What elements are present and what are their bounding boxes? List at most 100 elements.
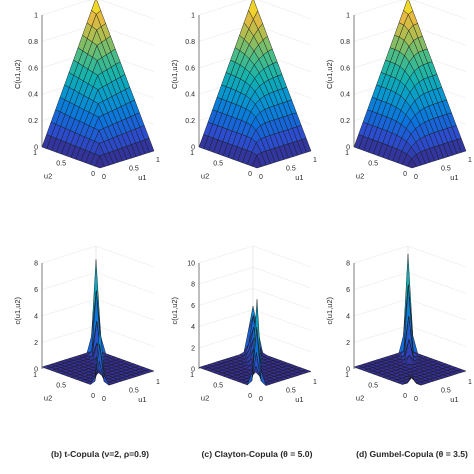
z-tick-label: 0.8 (28, 39, 38, 46)
z-gridline (198, 0, 312, 20)
z-tick-label: 0.8 (185, 39, 195, 46)
z-tick-label: 0.6 (28, 65, 38, 72)
u1-tick-label: 0.5 (129, 166, 139, 173)
subplot-caption: (c) Clayton-Copula (θ = 5.0) (202, 449, 313, 459)
subplot-caption: (d) Gumbel-Copula (θ = 3.5) (356, 449, 468, 459)
u1-tick-label: 1 (156, 379, 160, 386)
u1-tick-label: 1 (468, 157, 472, 164)
surface (41, 0, 155, 169)
u1-tick-label: 1 (156, 157, 160, 164)
surface (353, 0, 467, 169)
u2-tick-label: 0 (248, 171, 252, 178)
u2-tick-label: 1 (33, 372, 37, 379)
z-tick-label: 8 (346, 261, 350, 268)
z-tick-label: 1 (34, 13, 38, 20)
u1-axis-label: u1 (138, 395, 146, 404)
u1-tick-label: 0.5 (441, 166, 451, 173)
z-axis-label: C(u1,u2) (13, 59, 22, 89)
u2-tick-label: 0.5 (213, 161, 223, 168)
z-tick-label: 0 (346, 145, 350, 152)
u2-tick-label: 0 (403, 393, 407, 400)
z-tick-label: 10 (187, 261, 195, 268)
u2-axis-label: u2 (356, 171, 364, 180)
z-tick-label: 0.4 (28, 92, 38, 99)
z-tick-label: 6 (346, 287, 350, 294)
u1-tick-label: 0 (414, 396, 418, 403)
u2-tick-label: 1 (345, 150, 349, 157)
u1-tick-label: 0.5 (129, 388, 139, 395)
u1-tick-label: 0.5 (286, 166, 296, 173)
u2-tick-label: 1 (190, 372, 194, 379)
surface-patch (406, 158, 417, 169)
u2-tick-label: 0 (248, 393, 252, 400)
z-tick-label: 0.6 (185, 65, 195, 72)
z-gridline (353, 245, 467, 268)
z-axis-label: C(u1,u2) (325, 59, 334, 89)
surface (41, 259, 155, 386)
surface (198, 299, 312, 386)
z-gridline (41, 0, 155, 20)
u1-axis-label: u1 (295, 173, 303, 182)
surface-patch (251, 154, 262, 169)
z-tick-label: 0.2 (340, 118, 350, 125)
z-tick-label: 4 (34, 314, 38, 321)
z-axis-label: c(u1,u2) (170, 296, 179, 324)
u1-axis-label: u1 (450, 395, 458, 404)
z-tick-label: 0 (191, 145, 195, 152)
u2-tick-label: 0.5 (368, 161, 378, 168)
u2-tick-label: 1 (33, 150, 37, 157)
surface-patch (94, 325, 105, 377)
u1-tick-label: 0 (102, 396, 106, 403)
u2-tick-label: 0 (91, 393, 95, 400)
z-tick-label: 0 (191, 367, 195, 374)
z-tick-label: 2 (191, 345, 195, 352)
z-tick-label: 0.6 (340, 65, 350, 72)
u2-axis-label: u2 (201, 171, 209, 180)
z-axis-label: c(u1,u2) (325, 296, 334, 324)
z-tick-label: 8 (191, 282, 195, 289)
u1-tick-label: 1 (313, 157, 317, 164)
z-axis-label: C(u1,u2) (170, 59, 179, 89)
z-gridline (198, 245, 312, 268)
z-axis-label: c(u1,u2) (13, 296, 22, 324)
u1-axis-label: u1 (450, 173, 458, 182)
subplot-caption: (b) t-Copula (ν=2, ρ=0.9) (51, 449, 149, 459)
z-tick-label: 0 (34, 367, 38, 374)
u1-axis-label: u1 (138, 173, 146, 182)
u1-tick-label: 0 (414, 174, 418, 181)
z-tick-label: 0 (34, 145, 38, 152)
u2-tick-label: 0.5 (368, 383, 378, 390)
u1-tick-label: 0.5 (441, 388, 451, 395)
u1-tick-label: 0 (259, 396, 263, 403)
surface (353, 253, 467, 386)
z-tick-label: 4 (191, 324, 195, 331)
z-tick-label: 0.2 (28, 118, 38, 125)
z-tick-label: 1 (191, 13, 195, 20)
u2-tick-label: 1 (190, 150, 194, 157)
z-gridline (41, 245, 155, 268)
u2-axis-label: u2 (356, 393, 364, 402)
u1-tick-label: 0.5 (286, 388, 296, 395)
surface-patch (94, 155, 105, 169)
z-tick-label: 4 (346, 314, 350, 321)
z-tick-label: 8 (34, 261, 38, 268)
u2-tick-label: 0.5 (56, 161, 66, 168)
z-tick-label: 0.4 (185, 92, 195, 99)
z-tick-label: 2 (346, 340, 350, 347)
u2-tick-label: 0.5 (213, 383, 223, 390)
u2-axis-label: u2 (44, 171, 52, 180)
z-gridline (198, 288, 312, 310)
z-tick-label: 0.2 (185, 118, 195, 125)
z-tick-label: 0.8 (340, 39, 350, 46)
u2-axis-label: u2 (44, 393, 52, 402)
surface (198, 0, 312, 169)
u1-tick-label: 1 (468, 379, 472, 386)
z-tick-label: 0.4 (340, 92, 350, 99)
